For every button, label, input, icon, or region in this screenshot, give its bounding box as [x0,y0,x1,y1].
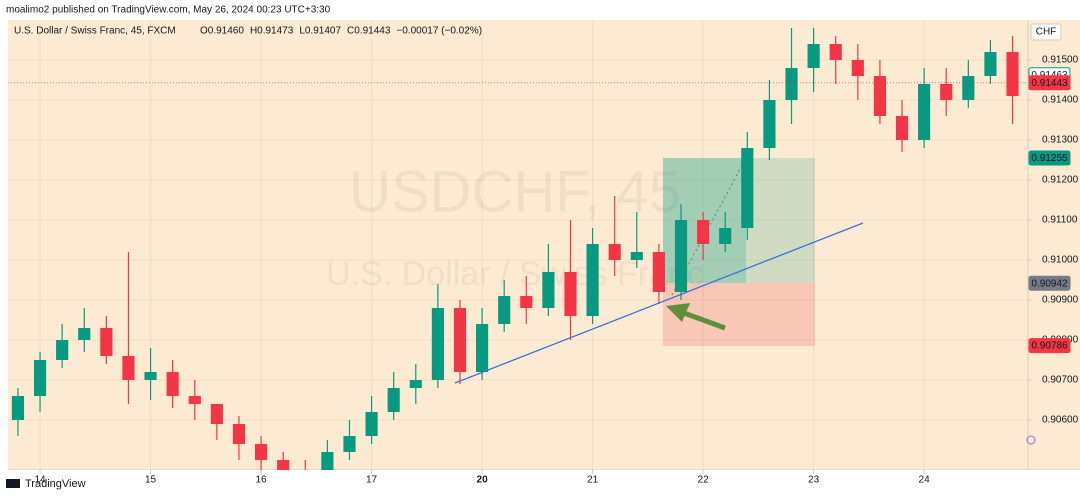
watermark-name: U.S. Dollar / Swiss Franc [326,255,704,293]
candle-body [829,44,842,60]
candle-body [166,372,179,396]
candle-body [100,328,113,356]
y-tick-label: 0.91200 [1042,175,1079,186]
y-tick-label: 0.90900 [1042,295,1079,306]
annotations [454,222,864,384]
x-tick-label: 23 [808,475,820,486]
candle-body [232,424,246,444]
footer-logo [6,479,20,488]
candle-body [895,116,909,140]
y-tick-label: 0.90700 [1042,375,1079,386]
candle-body [586,244,599,316]
target-zone [663,158,815,283]
price-tag-label: 0.90786 [1031,341,1068,352]
candles [11,28,1019,470]
candle-body [476,324,489,372]
price-tag-label: 0.90942 [1031,278,1068,289]
x-tick-label: 16 [256,475,268,486]
currency-box[interactable] [1030,23,1062,41]
x-tick-label: 15 [145,475,157,486]
arrow-head [666,303,690,322]
ohlc-value: O0.91460 [200,26,244,37]
x-tick-label: 24 [919,475,931,486]
candle-body [144,372,157,380]
candle-body [984,52,997,76]
y-tick-label: 0.91400 [1042,95,1079,106]
candle-body [254,444,268,460]
y-tick-label: 0.91500 [1042,55,1079,66]
price-tag [1028,338,1071,354]
axis-currency[interactable]: CHF [1036,27,1057,38]
x-tick-label: 20 [477,475,489,486]
candle-body [564,272,577,316]
x-tick-label: 21 [587,475,599,486]
ohlc-legend: O0.91460 H0.91473 L0.91407 C0.91443 −0.00017… [200,26,482,37]
candle-body [851,60,864,76]
ohlc-value: C0.91443 [347,26,391,37]
x-tick-label: 14 [34,475,46,486]
price-tag [1028,75,1071,91]
candle-body [78,328,91,340]
footer-background [0,470,1080,497]
candle-body [321,452,334,470]
candle-body [918,84,931,140]
candle-body [962,76,975,100]
ohlc-value: −0.00017 (−0.02%) [396,26,482,37]
scroll-indicator[interactable] [1026,435,1036,445]
candle-body [210,404,223,424]
candle-body [674,220,688,292]
watermark-ticker: USDCHF, 45 [349,159,681,224]
candle-body [741,148,754,228]
publish-header: moalimo2 published on TradingView.com, M… [6,5,331,16]
candle-body [343,436,356,452]
candle-body [277,460,290,470]
y-tick-label: 0.91000 [1042,255,1079,266]
ohlc-value: L0.91407 [299,26,341,37]
candle-body [498,296,511,324]
candle-body [33,360,47,396]
y-tick-label: 0.90600 [1042,415,1079,426]
y-tick-label: 0.91100 [1042,215,1078,226]
price-tag-label: 0.91255 [1031,153,1068,164]
price-tag [1028,150,1071,166]
plot-background [8,20,1080,470]
trend-line [454,222,864,384]
footer-brand: TradingView [25,478,86,490]
candle-body [608,244,621,260]
candle-body [188,396,201,404]
candle-body [11,396,25,420]
candle-body [542,272,555,308]
candle-body [122,356,135,380]
price-tag-label: 0.91443 [1031,78,1068,89]
price-tag [1028,275,1071,291]
candle-body [431,308,444,380]
candle-body [520,296,533,308]
arrow-shaft [683,310,726,331]
candle-body [365,412,378,436]
candle-body [940,84,953,100]
x-tick-label: 22 [698,475,710,486]
symbol-legend: U.S. Dollar / Swiss Franc, 45, FXCM [14,26,176,37]
candle-body [719,228,732,244]
candle-body [652,252,665,292]
candle-body [1006,52,1019,96]
x-tick-label: 17 [366,475,378,486]
candle-body [630,252,643,260]
candle-body [763,100,776,148]
candle-body [807,44,820,68]
candle-body [56,340,69,360]
candle-body [697,220,710,244]
candle-body [873,76,886,116]
candle-body [409,380,422,388]
candle-body [785,68,798,100]
y-tick-label: 0.91300 [1042,135,1079,146]
candle-body [453,308,467,372]
ohlc-value: H0.91473 [250,26,294,37]
candle-body [387,388,400,412]
